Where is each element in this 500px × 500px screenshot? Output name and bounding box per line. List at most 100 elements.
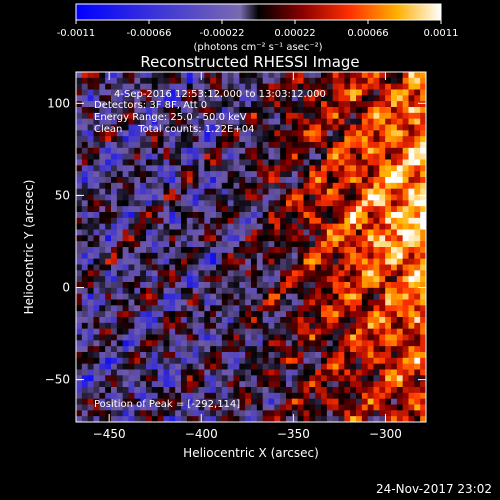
heatmap-cell — [233, 142, 240, 149]
heatmap-cell — [268, 328, 275, 335]
heatmap-cell — [175, 112, 182, 120]
heatmap-cell — [105, 340, 112, 347]
heatmap-cell — [344, 206, 351, 213]
heatmap-cell — [93, 147, 100, 155]
heatmap-cell — [408, 322, 415, 330]
heatmap-cell — [204, 95, 211, 102]
heatmap-cell — [391, 142, 398, 149]
heatmap-cell — [81, 77, 89, 85]
heatmap-cell — [87, 258, 94, 265]
heatmap-cell — [309, 299, 316, 306]
heatmap-cell — [321, 188, 328, 195]
heatmap-cell — [315, 206, 322, 213]
heatmap-cell — [297, 118, 304, 125]
heatmap-cell — [221, 235, 229, 242]
heatmap-cell — [262, 200, 269, 207]
heatmap-cell — [116, 305, 124, 312]
heatmap-cell — [81, 282, 89, 289]
heatmap-cell — [297, 194, 304, 201]
heatmap-cell — [315, 95, 322, 102]
heatmap-cell — [81, 89, 89, 96]
heatmap-cell — [169, 101, 176, 108]
heatmap-cell — [268, 112, 275, 120]
heatmap-cell — [338, 77, 345, 85]
heatmap-cell — [186, 340, 194, 347]
heatmap-cell — [297, 346, 304, 353]
heatmap-cell — [81, 124, 89, 131]
heatmap-cell — [198, 217, 205, 225]
heatmap-cell — [87, 287, 94, 295]
heatmap-cell — [326, 398, 334, 405]
heatmap-cell — [210, 264, 217, 271]
heatmap-cell — [315, 235, 322, 242]
heatmap-cell — [93, 322, 100, 330]
heatmap-cell — [87, 72, 94, 79]
heatmap-cell — [350, 346, 357, 353]
heatmap-cell — [361, 136, 369, 143]
heatmap-cell — [361, 392, 369, 400]
heatmap-cell — [204, 311, 211, 318]
heatmap-cell — [93, 171, 100, 178]
heatmap-cell — [408, 270, 415, 277]
heatmap-cell — [122, 112, 129, 120]
heatmap-cell — [239, 352, 246, 359]
heatmap-cell — [367, 223, 374, 230]
heatmap-cell — [181, 77, 188, 85]
heatmap-cell — [356, 89, 363, 96]
heatmap-cell — [332, 334, 339, 341]
heatmap-cell — [297, 334, 304, 341]
heatmap-cell — [297, 258, 304, 265]
heatmap-cell — [134, 77, 141, 85]
heatmap-cell — [181, 311, 188, 318]
heatmap-cell — [297, 77, 304, 85]
heatmap-cell — [373, 264, 380, 271]
heatmap-cell — [157, 258, 164, 265]
heatmap-cell — [87, 311, 94, 318]
heatmap-cell — [251, 235, 258, 242]
heatmap-cell — [116, 188, 124, 195]
heatmap-cell — [181, 95, 188, 102]
heatmap-cell — [128, 159, 135, 166]
heatmap-cell — [134, 241, 141, 248]
heatmap-cell — [186, 136, 194, 143]
heatmap-cell — [245, 410, 252, 417]
heatmap-cell — [245, 182, 252, 190]
heatmap-cell — [169, 410, 176, 417]
heatmap-cell — [192, 153, 199, 160]
heatmap-cell — [76, 416, 83, 422]
heatmap-cell — [227, 171, 234, 178]
heatmap-cell — [116, 118, 124, 125]
heatmap-cell — [93, 317, 100, 324]
heatmap-cell — [391, 153, 398, 160]
heatmap-cell — [151, 89, 159, 96]
heatmap-cell — [198, 392, 205, 400]
heatmap-cell — [227, 317, 234, 324]
heatmap-cell — [87, 322, 94, 330]
heatmap-cell — [210, 101, 217, 108]
heatmap-cell — [210, 77, 217, 85]
heatmap-cell — [111, 410, 118, 417]
heatmap-cell — [321, 136, 328, 143]
heatmap-cell — [420, 142, 426, 149]
heatmap-cell — [216, 95, 223, 102]
heatmap-cell — [350, 375, 357, 382]
heatmap-cell — [181, 212, 188, 219]
heatmap-cell — [93, 165, 100, 172]
heatmap-cell — [256, 264, 264, 271]
heatmap-cell — [128, 118, 135, 125]
heatmap-cell — [239, 398, 246, 405]
heatmap-cell — [233, 276, 240, 283]
heatmap-cell — [181, 252, 188, 260]
heatmap-cell — [251, 258, 258, 265]
heatmap-cell — [303, 317, 310, 324]
heatmap-cell — [81, 293, 89, 300]
heatmap-cell — [87, 130, 94, 137]
heatmap-cell — [408, 334, 415, 341]
heatmap-cell — [356, 177, 363, 184]
heatmap-cell — [297, 247, 304, 254]
heatmap-cell — [251, 340, 258, 347]
heatmap-cell — [262, 223, 269, 230]
heatmap-cell — [344, 340, 351, 347]
heatmap-cell — [227, 107, 234, 114]
heatmap-cell — [81, 270, 89, 277]
